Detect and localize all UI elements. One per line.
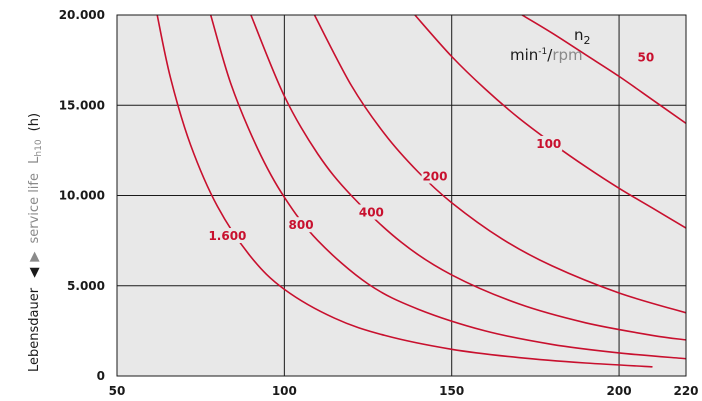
y-tick-label: 15.000: [59, 98, 105, 112]
legend-n-sub: 2: [584, 34, 591, 47]
curve-label-bg: [287, 217, 315, 233]
arrow-right-icon: ▶: [27, 252, 42, 262]
legend-slash: /: [547, 46, 553, 64]
curve-line: [156, 15, 653, 368]
plot-frame: [116, 14, 687, 377]
y-axis-label-sym: L: [27, 156, 42, 164]
curve-label-bg: [206, 228, 249, 244]
y-axis-label-de: Lebensdauer: [27, 287, 42, 372]
curve-label: 400: [359, 206, 384, 220]
y-tick-label: 0: [97, 369, 105, 383]
curve-line: [250, 15, 686, 341]
speed-legend: n2 min-1/rpm: [510, 26, 591, 64]
curve-line: [313, 15, 686, 314]
y-tick-label: 10.000: [59, 189, 105, 203]
curve-label: 800: [289, 218, 314, 232]
x-tick-label: 150: [439, 384, 464, 398]
x-tick-labels: 50 100 150 200 220: [109, 384, 699, 398]
curve-label: 1.600: [208, 229, 246, 243]
y-axis-label-sub: h10: [34, 139, 44, 156]
y-tick-labels: 0 5.000 10.000 15.000 20.000: [59, 8, 105, 383]
curve-label: 100: [536, 137, 561, 151]
x-tick-label: 100: [272, 384, 297, 398]
curve-label: 200: [422, 169, 447, 183]
legend-min: min: [510, 46, 538, 64]
curve-label-bg: [357, 204, 385, 220]
curve-line: [521, 15, 686, 124]
curve-label-layer: 1.600 800 400 200 100 50: [206, 49, 656, 244]
legend-n: n: [574, 26, 584, 44]
arrow-left-icon: ◀: [27, 268, 42, 278]
x-tick-label: 220: [673, 384, 698, 398]
curve-label: 50: [637, 50, 654, 64]
y-tick-label: 5.000: [67, 279, 105, 293]
x-tick-label: 50: [109, 384, 126, 398]
y-tick-label: 20.000: [59, 8, 105, 22]
y-axis-label: Lebensdauer ◀ ▶ service life Lh10 (h): [27, 113, 45, 372]
curve-line: [209, 15, 686, 360]
legend-rpm: rpm: [552, 46, 582, 64]
curve-label-bg: [535, 135, 563, 151]
x-tick-label: 200: [607, 384, 632, 398]
y-axis-label-unit: (h): [27, 113, 42, 131]
legend-min-sup: -1: [538, 47, 547, 57]
svg-text:min-1/rpm: min-1/rpm: [510, 46, 583, 64]
curve-label-bg: [636, 49, 656, 65]
curve-label-bg: [421, 168, 449, 184]
svg-text:n2: n2: [574, 26, 591, 47]
y-axis-label-en: service life: [27, 173, 42, 244]
